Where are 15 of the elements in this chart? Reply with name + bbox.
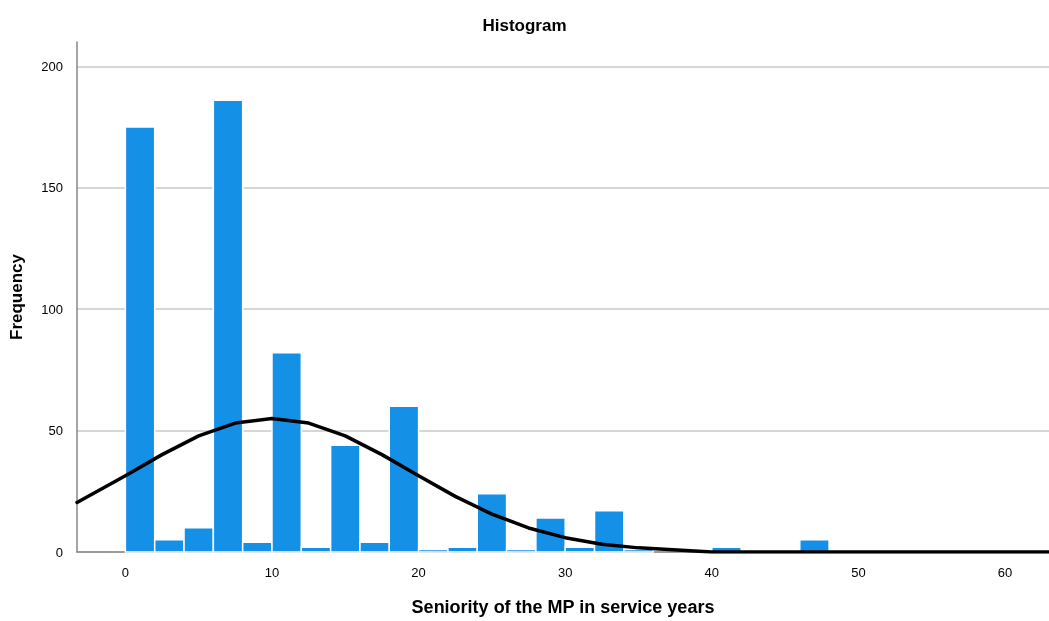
x-tick-label: 60: [997, 565, 1013, 580]
y-tick-label: 0: [55, 544, 63, 560]
x-axis-title: Seniority of the MP in service years: [411, 597, 715, 617]
x-tick-label: 10: [264, 565, 280, 580]
y-tick-label: 150: [41, 180, 63, 196]
y-tick-label: 200: [41, 58, 63, 74]
x-tick-label: 40: [704, 565, 720, 580]
y-axis-title: Frequency: [7, 253, 26, 340]
y-tick-label: 50: [48, 423, 63, 439]
x-tick-label: 0: [121, 565, 129, 580]
x-tick-label: 50: [851, 565, 866, 580]
x-tick-label: 20: [411, 565, 426, 580]
x-tick-label: 30: [557, 565, 573, 580]
chart-title: Histogram: [482, 16, 567, 35]
y-tick-label: 100: [41, 301, 63, 317]
